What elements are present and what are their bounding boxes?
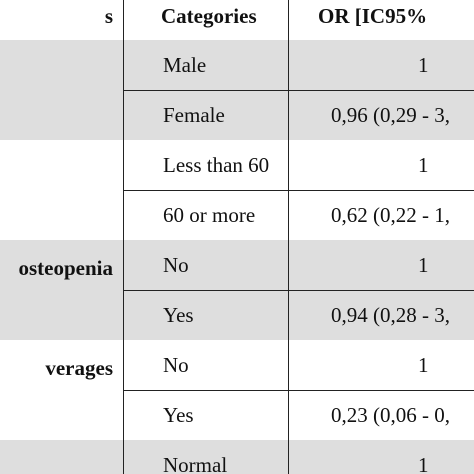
or-cell: 1 (418, 253, 429, 277)
or-cell: 1 (418, 353, 429, 377)
category-cell: No (163, 253, 189, 277)
group-bg (0, 440, 474, 474)
col-border (123, 0, 124, 474)
category-cell: Normal (163, 453, 228, 474)
category-cell: No (163, 353, 189, 377)
or-cell: 0,96 (0,29 - 3, (331, 103, 450, 127)
col-border (288, 0, 289, 474)
group-label: verages (45, 356, 113, 380)
or-cell: 1 (418, 53, 429, 77)
category-cell: Yes (163, 303, 194, 327)
or-cell: 1 (418, 153, 429, 177)
or-cell: 0,23 (0,06 - 0, (331, 403, 450, 427)
header-variable: s (104, 4, 113, 28)
or-cell: 0,62 (0,22 - 1, (331, 203, 450, 227)
row-border (123, 90, 474, 91)
or-cell: 1 (418, 453, 429, 474)
or-cell: 0,94 (0,28 - 3, (331, 303, 450, 327)
header-category: Categories (161, 4, 257, 28)
category-cell: Less than 60 (163, 153, 270, 177)
category-cell: Yes (163, 403, 194, 427)
category-cell: Male (163, 53, 207, 77)
category-cell: 60 or more (163, 203, 256, 227)
row-border (123, 190, 474, 191)
group-label: osteopenia (18, 256, 114, 280)
row-border (123, 390, 474, 391)
category-cell: Female (163, 103, 225, 127)
header-or: OR [IC95% (318, 4, 428, 28)
row-border (123, 290, 474, 291)
